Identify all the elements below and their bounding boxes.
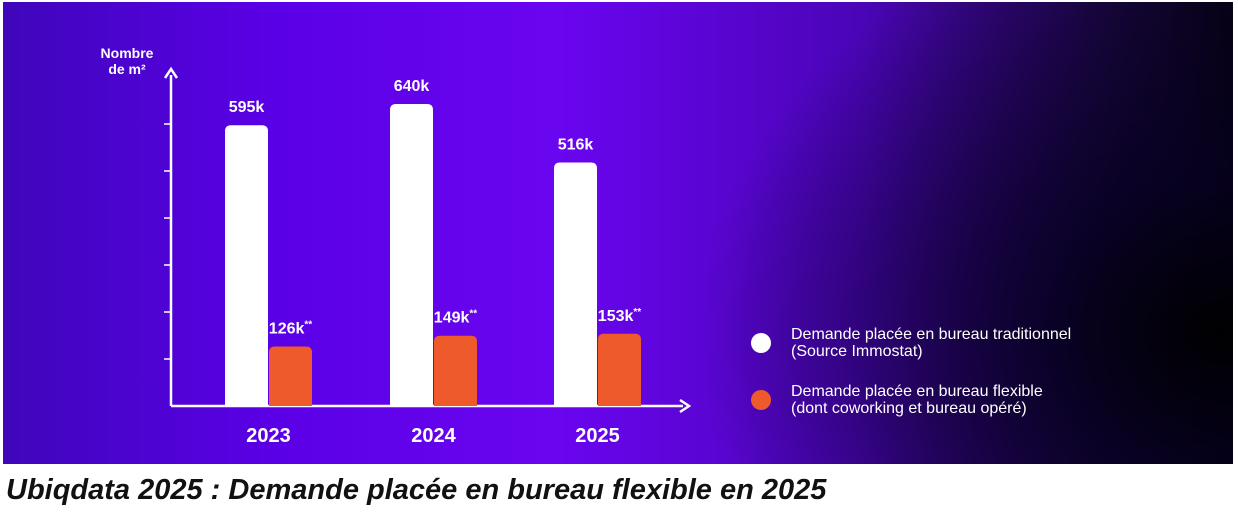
data-label: 640k — [394, 78, 430, 95]
legend-label-detail: (Source Immostat) — [791, 343, 923, 360]
data-label: 149k** — [434, 309, 477, 327]
chart-panel: Nombre de m² 595k 640k 516k 126k** 149k** 153k*… — [3, 2, 1233, 464]
legend-marker — [751, 390, 771, 410]
legend-marker — [751, 333, 771, 353]
bar — [434, 335, 477, 406]
bar — [598, 333, 641, 406]
y-axis-label-unit: de m² — [108, 61, 146, 77]
legend-label: Demande placée en bureau traditionnel — [791, 326, 1071, 343]
x-axis-arrow — [679, 398, 692, 414]
x-tick-label: 2024 — [411, 425, 456, 447]
legend-label-detail: (dont coworking et bureau opéré) — [791, 400, 1027, 417]
bar — [390, 104, 433, 406]
data-label: 126k** — [269, 320, 312, 338]
y-axis-label: Nombre — [101, 45, 154, 61]
x-tick-label: 2023 — [246, 425, 291, 447]
bar — [225, 125, 268, 406]
legend-label: Demande placée en bureau flexible — [791, 383, 1043, 400]
y-axis-arrow — [163, 66, 179, 79]
x-tick-label: 2025 — [575, 425, 620, 447]
data-label: 516k — [558, 137, 594, 154]
bar — [269, 346, 312, 406]
data-label: 595k — [229, 99, 265, 116]
bar — [554, 162, 597, 406]
data-label: 153k** — [598, 307, 641, 325]
caption: Ubiqdata 2025 : Demande placée en bureau… — [6, 474, 827, 506]
